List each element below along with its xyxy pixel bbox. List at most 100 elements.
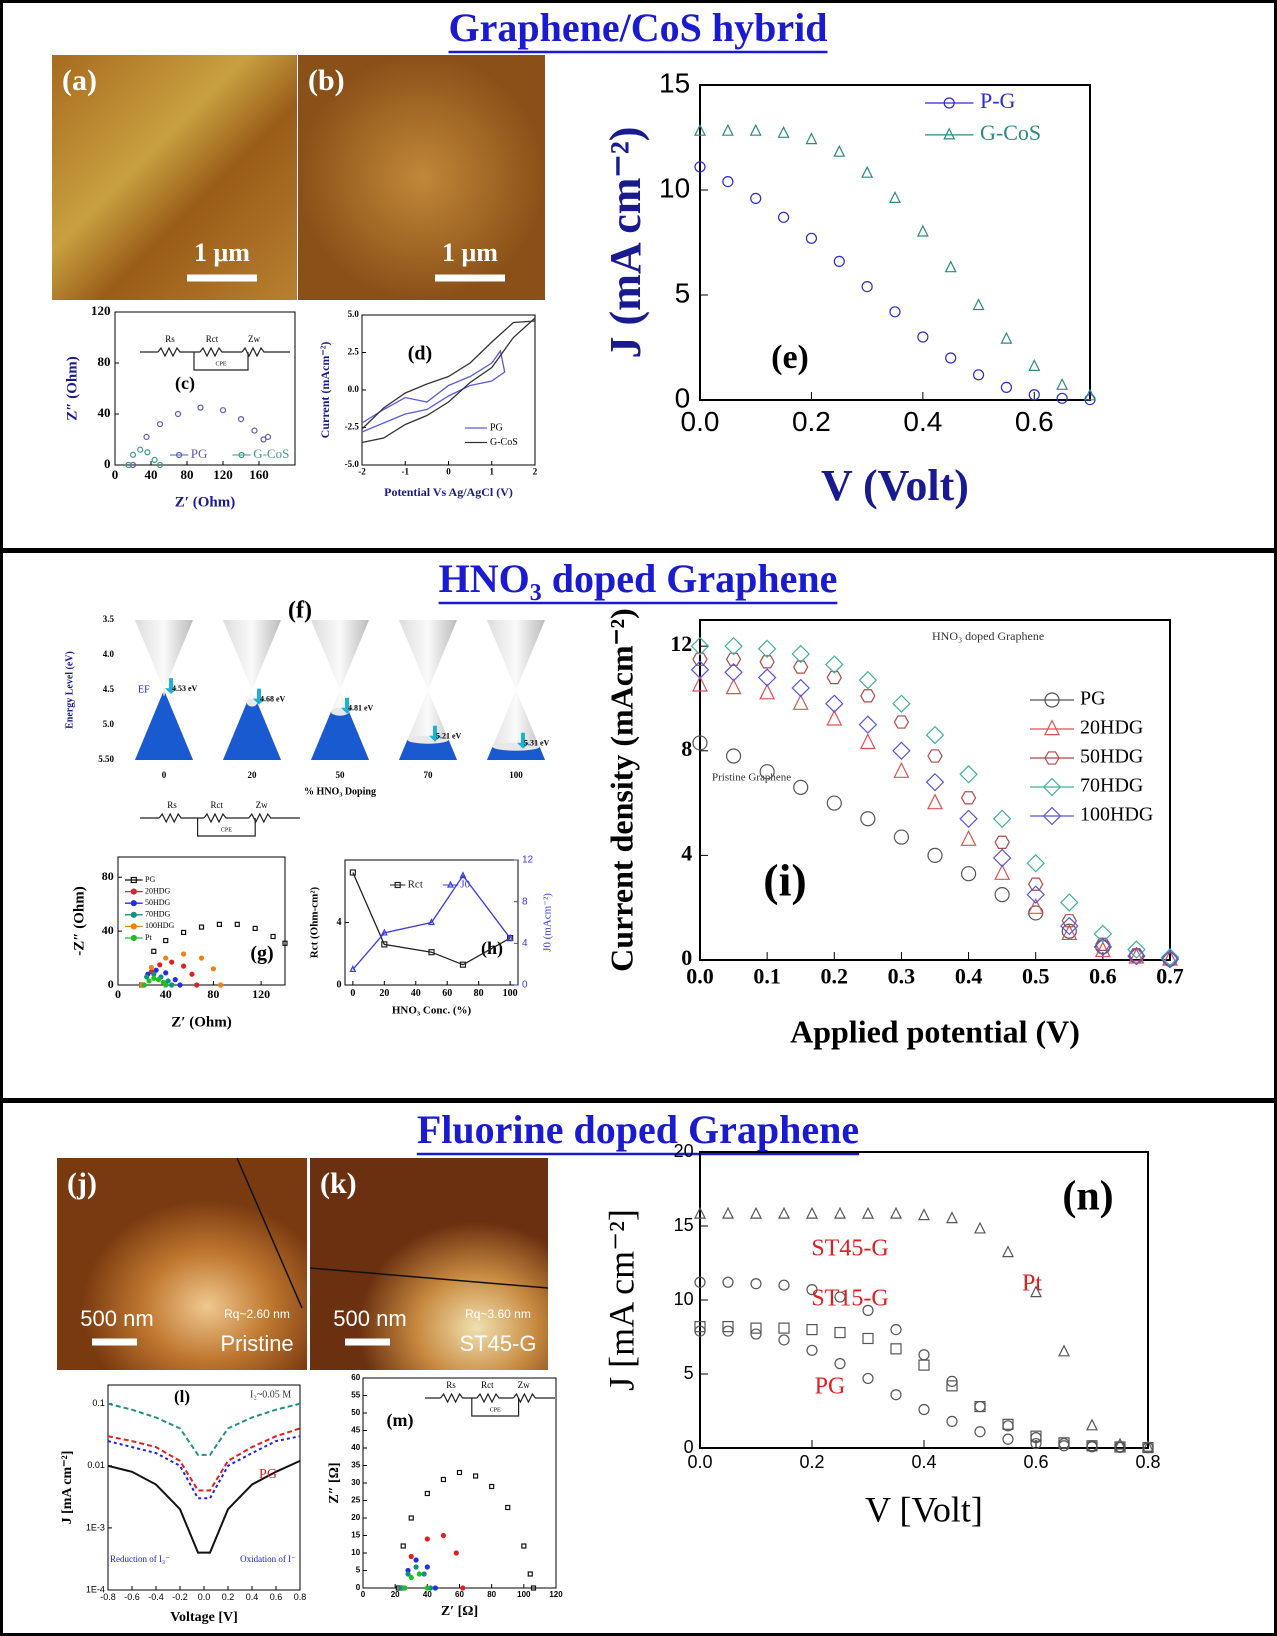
x-axis-label: HNO₃ Conc. (%) <box>392 1005 472 1017</box>
marker <box>1127 946 1146 966</box>
marker <box>413 1564 419 1570</box>
y-axis-label: J [mA cm⁻²] <box>60 1451 75 1525</box>
marker <box>1044 692 1060 708</box>
y-tick-label: 15 <box>351 1531 360 1540</box>
scale-label: 1 μm <box>194 238 250 267</box>
y-tick-label: -2.5 <box>345 422 360 432</box>
y-tick-label: 60 <box>351 1373 360 1382</box>
marker <box>946 1415 958 1427</box>
marker <box>428 949 435 956</box>
y-tick-label: 80 <box>102 869 114 883</box>
image-note: ST45-G <box>459 1331 536 1356</box>
x-tick-label: 0.3 <box>888 964 916 989</box>
y-axis-label: J [mA cm⁻²] <box>601 1209 641 1391</box>
legend-label: PG <box>191 446 208 461</box>
marker <box>194 982 200 988</box>
x-tick-label: 0.0 <box>687 1452 712 1472</box>
marker <box>890 1343 902 1355</box>
circuit-label: CPE <box>215 361 226 367</box>
marker <box>1060 893 1079 912</box>
x-tick-label: 100 <box>503 988 518 999</box>
marker <box>833 255 845 267</box>
x-tick-label: 0.6 <box>1023 1452 1048 1472</box>
marker <box>130 876 137 884</box>
annotation: I₂~0.05 M <box>250 1389 291 1400</box>
x-tick-label: 120 <box>213 467 233 482</box>
x-axis-label: V [Volt] <box>865 1489 983 1529</box>
marker <box>130 934 137 942</box>
y-axis-label: Z″ (Ohm) <box>64 356 80 421</box>
marker <box>960 866 977 882</box>
marker <box>156 461 164 469</box>
filled-band <box>310 711 370 760</box>
scale-label: 500 nm <box>333 1306 406 1331</box>
y-tick-label: 50 <box>351 1408 360 1417</box>
marker <box>725 678 742 695</box>
legend-label: PG <box>1080 688 1106 710</box>
marker <box>148 964 154 971</box>
annotation: Oxidation of I⁻ <box>240 1554 296 1564</box>
marker <box>1030 1285 1042 1298</box>
filled-band <box>134 692 194 760</box>
marker <box>270 933 276 940</box>
marker <box>234 921 240 927</box>
marker <box>959 765 978 784</box>
y-tick-label: 15 <box>659 67 690 98</box>
marker <box>694 1321 706 1333</box>
marker <box>722 176 734 188</box>
plot-frame <box>699 619 1171 961</box>
marker <box>759 655 775 669</box>
panel-label: (b) <box>308 64 345 97</box>
section-frame <box>0 1100 1277 1636</box>
marker <box>163 982 169 988</box>
series-line <box>361 349 506 433</box>
legend-label: 50HDG <box>145 898 171 907</box>
marker <box>432 1585 438 1591</box>
x-tick-label: 80 <box>207 987 219 1001</box>
marker <box>189 971 195 977</box>
y-axis-label: J (mA cm⁻²) <box>601 127 650 359</box>
section-title: HNO₃ doped Graphene <box>439 556 838 601</box>
marker <box>264 433 272 441</box>
x-tick-label: 0.6 <box>1089 964 1117 989</box>
marker <box>1002 1433 1014 1445</box>
x-axis-label: Z′ [Ω] <box>441 1604 478 1619</box>
marker <box>759 683 776 700</box>
value-label: 5.21 eV <box>436 732 462 741</box>
marker <box>144 449 151 456</box>
marker <box>424 1564 430 1570</box>
marker <box>694 1206 706 1219</box>
y-tick-label: 30 <box>351 1478 360 1487</box>
x-tick-label: 80 <box>474 988 484 999</box>
x-tick-label: 0.0 <box>198 1592 211 1602</box>
series-label: Pt <box>1022 1271 1042 1297</box>
marker <box>960 791 977 805</box>
x-tick-label: 160 <box>249 467 269 482</box>
arrow <box>253 688 265 705</box>
marker <box>1061 914 1077 928</box>
x-tick-label: 0.8 <box>1135 1452 1160 1472</box>
legend-label: PG <box>145 875 155 884</box>
marker <box>1058 1344 1070 1357</box>
legend-label: 70HDG <box>145 910 171 919</box>
x-tick-label: 60 <box>455 1590 464 1599</box>
marker <box>892 741 911 761</box>
marker <box>1044 751 1060 765</box>
circuit-label: CPE <box>221 827 232 833</box>
marker <box>889 306 901 318</box>
marker <box>806 1206 818 1219</box>
marker <box>694 161 706 173</box>
marker <box>1026 853 1045 873</box>
marker <box>750 1206 762 1219</box>
series-line <box>107 1435 301 1500</box>
panel-label: (k) <box>320 1167 357 1200</box>
circuit-label: Rs <box>446 1380 456 1390</box>
image-note: Pristine <box>220 1331 293 1356</box>
x-tick-label: 0 <box>361 1590 366 1599</box>
value-label: 4.68 eV <box>260 694 286 703</box>
marker <box>722 1206 734 1219</box>
legend-label: Pt <box>145 933 152 942</box>
marker <box>834 1206 846 1219</box>
marker <box>725 652 742 666</box>
